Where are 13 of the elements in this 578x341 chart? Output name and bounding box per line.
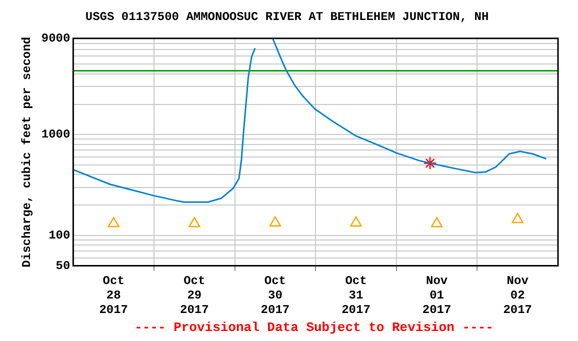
x-tick-label: Nov 02 2017 — [503, 274, 532, 317]
y-tick-label: 100 — [48, 228, 70, 242]
x-tick-label: Nov 01 2017 — [422, 274, 452, 317]
chart-title: USGS 01137500 AMMONOOSUC RIVER AT BETHLEHEM JUNCTION, NH — [85, 10, 489, 24]
y-tick-label: 50 — [56, 258, 70, 273]
text: ---- Provisional Data Subject to Revision ---- — [134, 320, 494, 335]
x-tick-label: Oct 31 2017 — [342, 274, 370, 317]
y-axis-title: Discharge, cubic feet per second — [20, 36, 34, 268]
x-tick-label: Oct 28 2017 — [99, 274, 128, 317]
x-tick-label: Oct 30 2017 — [260, 274, 290, 317]
x-tick-label: Oct 29 2017 — [180, 274, 209, 317]
y-tick-label: 1000 — [41, 128, 70, 142]
y-tick-label: 9000 — [41, 31, 70, 46]
